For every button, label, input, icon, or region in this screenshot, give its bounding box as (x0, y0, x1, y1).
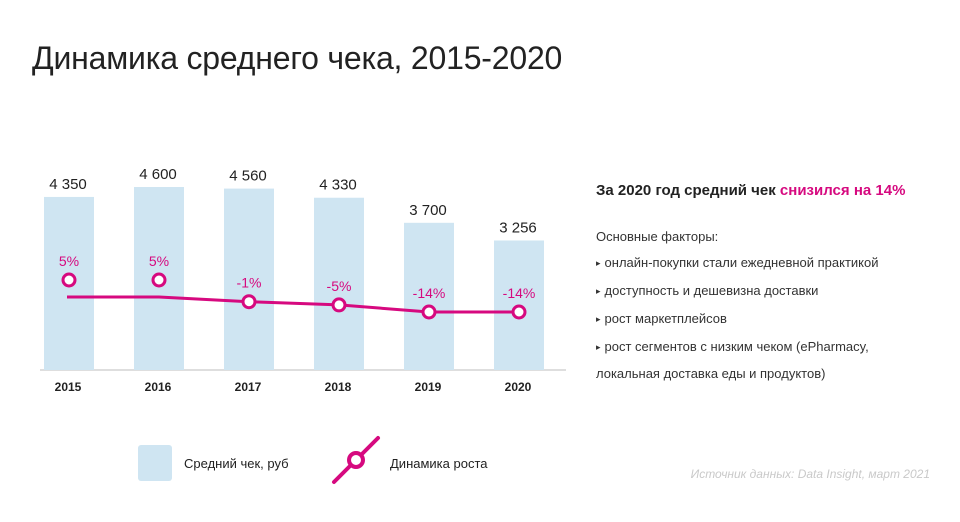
factor-item: ▸ доступность и дешевизна доставки (596, 282, 936, 300)
growth-point (61, 272, 77, 288)
factor-text: доступность и дешевизна доставки (604, 283, 819, 298)
factor-text: рост маркетплейсов (604, 311, 727, 326)
growth-value-label: 5% (149, 253, 169, 269)
growth-value-label: -14% (413, 285, 446, 301)
bullet-icon: ▸ (596, 314, 601, 324)
growth-point (511, 304, 527, 320)
bar-value-label: 4 350 (49, 176, 87, 193)
chart-title: Динамика среднего чека, 2015-2020 (32, 40, 563, 76)
bar-value-label: 4 600 (139, 166, 177, 183)
bar (224, 188, 274, 370)
bar (404, 222, 454, 370)
factor-item: ▸ рост маркетплейсов (596, 310, 936, 328)
factor-text: онлайн-покупки стали ежедневной практико… (604, 255, 879, 270)
bar-value-label: 3 256 (499, 219, 537, 236)
growth-value-label: -5% (327, 278, 352, 294)
growth-point (151, 272, 167, 288)
growth-value-label: -14% (503, 285, 536, 301)
legend-bar-swatch (138, 445, 172, 481)
headline-prefix: За 2020 год средний чек (596, 182, 780, 199)
growth-line (67, 295, 519, 314)
x-tick-label: 2016 (145, 380, 172, 394)
bullet-icon: ▸ (596, 286, 601, 296)
x-tick-label: 2019 (415, 380, 442, 394)
legend-line-label: Динамика роста (390, 456, 488, 471)
commentary-headline: За 2020 год средний чек снизился на 14% (596, 182, 936, 199)
growth-value-label: -1% (237, 275, 262, 291)
growth-point (331, 297, 347, 313)
bullet-icon: ▸ (596, 258, 601, 268)
source-note: Источник данных: Data Insight, март 2021 (690, 467, 930, 481)
x-tick-label: 2018 (325, 380, 352, 394)
factors-title: Основные факторы: (596, 229, 719, 244)
factor-text: рост сегментов с низким чеком (ePharmacy… (604, 339, 869, 354)
x-tick-label: 2017 (235, 380, 262, 394)
factor-item: ▸ рост сегментов с низким чеком (ePharmac… (596, 338, 936, 356)
x-tick-label: 2015 (55, 380, 82, 394)
growth-point (421, 304, 437, 320)
growth-value-label: 5% (59, 253, 79, 269)
legend-line-icon (332, 436, 380, 484)
bar-value-label: 4 330 (319, 177, 357, 194)
x-tick-label: 2020 (505, 380, 532, 394)
factor-item: ▸ онлайн-покупки стали ежедневной практик… (596, 254, 936, 272)
bullet-icon: ▸ (596, 342, 601, 352)
bar (314, 197, 364, 370)
commentary-panel: За 2020 год средний чек снизился на 14% … (596, 182, 936, 381)
legend-bar-label: Средний чек, руб (184, 456, 289, 471)
bar-value-label: 3 700 (409, 202, 447, 219)
growth-point (241, 294, 257, 310)
headline-highlight: снизился на 14% (779, 182, 906, 199)
bar-value-label: 4 560 (229, 168, 267, 185)
factor-continuation: локальная доставка еды и продуктов) (596, 366, 826, 381)
